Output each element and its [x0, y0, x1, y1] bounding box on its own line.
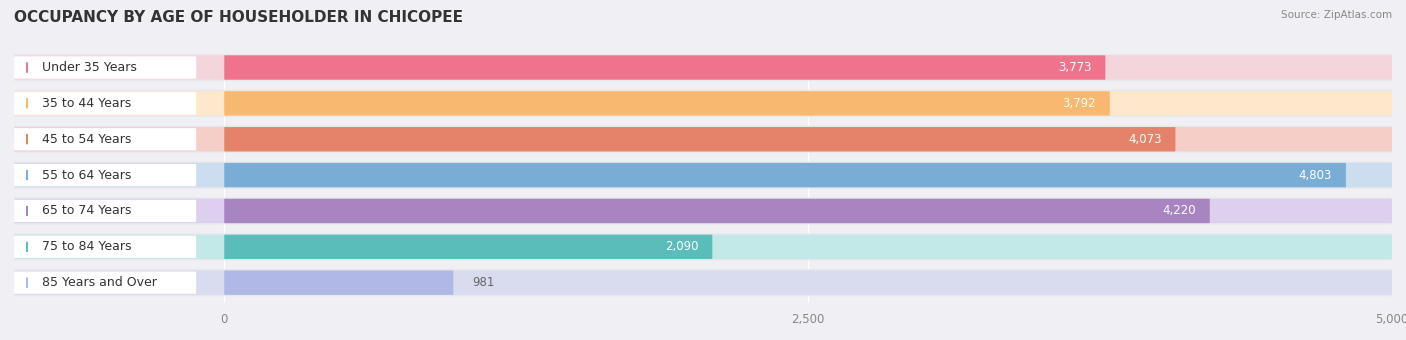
Text: 4,803: 4,803: [1299, 169, 1331, 182]
FancyBboxPatch shape: [14, 271, 1392, 295]
FancyBboxPatch shape: [14, 127, 1392, 151]
FancyBboxPatch shape: [224, 163, 1346, 187]
FancyBboxPatch shape: [14, 90, 1392, 117]
Text: 75 to 84 Years: 75 to 84 Years: [42, 240, 132, 253]
Text: 85 Years and Over: 85 Years and Over: [42, 276, 157, 289]
Text: 2,090: 2,090: [665, 240, 699, 253]
FancyBboxPatch shape: [14, 233, 1392, 260]
Text: Source: ZipAtlas.com: Source: ZipAtlas.com: [1281, 10, 1392, 20]
FancyBboxPatch shape: [224, 91, 1109, 116]
Text: 65 to 74 Years: 65 to 74 Years: [42, 204, 131, 218]
FancyBboxPatch shape: [14, 125, 1392, 153]
FancyBboxPatch shape: [14, 164, 197, 186]
FancyBboxPatch shape: [14, 236, 197, 258]
FancyBboxPatch shape: [14, 92, 197, 115]
Text: OCCUPANCY BY AGE OF HOUSEHOLDER IN CHICOPEE: OCCUPANCY BY AGE OF HOUSEHOLDER IN CHICO…: [14, 10, 463, 25]
Text: 4,073: 4,073: [1128, 133, 1161, 146]
FancyBboxPatch shape: [224, 235, 713, 259]
FancyBboxPatch shape: [14, 200, 197, 222]
FancyBboxPatch shape: [14, 163, 1392, 187]
Text: Under 35 Years: Under 35 Years: [42, 61, 136, 74]
FancyBboxPatch shape: [224, 271, 453, 295]
FancyBboxPatch shape: [224, 55, 1105, 80]
FancyBboxPatch shape: [14, 197, 1392, 225]
FancyBboxPatch shape: [224, 199, 1209, 223]
FancyBboxPatch shape: [14, 55, 1392, 80]
Text: 35 to 44 Years: 35 to 44 Years: [42, 97, 131, 110]
FancyBboxPatch shape: [14, 162, 1392, 189]
Text: 3,792: 3,792: [1062, 97, 1095, 110]
Text: 3,773: 3,773: [1057, 61, 1091, 74]
Text: 981: 981: [472, 276, 495, 289]
FancyBboxPatch shape: [14, 235, 1392, 259]
FancyBboxPatch shape: [14, 54, 1392, 81]
FancyBboxPatch shape: [14, 91, 1392, 116]
FancyBboxPatch shape: [224, 127, 1175, 151]
FancyBboxPatch shape: [14, 272, 197, 294]
Text: 4,220: 4,220: [1163, 204, 1195, 218]
FancyBboxPatch shape: [14, 56, 197, 79]
Text: 55 to 64 Years: 55 to 64 Years: [42, 169, 131, 182]
FancyBboxPatch shape: [14, 269, 1392, 296]
FancyBboxPatch shape: [14, 199, 1392, 223]
Text: 45 to 54 Years: 45 to 54 Years: [42, 133, 131, 146]
FancyBboxPatch shape: [14, 128, 197, 150]
